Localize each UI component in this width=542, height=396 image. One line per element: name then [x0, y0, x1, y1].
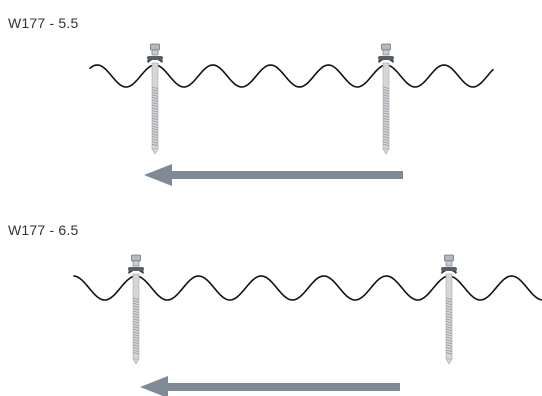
direction-arrow-left: [140, 376, 400, 396]
diagram-w177-5-5: W177 - 5.5: [8, 15, 79, 31]
fastener-screw: [128, 254, 144, 365]
fastener-screw: [441, 254, 457, 365]
diagram-w177-6-5: W177 - 6.5: [0, 198, 542, 396]
direction-arrow-left: [144, 164, 403, 186]
diagram-art-w177-6-5: [73, 254, 542, 396]
fastener-screw: [147, 43, 163, 155]
diagram-label: W177 - 6.5: [8, 222, 79, 238]
diagram-label: W177 - 5.5: [8, 15, 79, 31]
diagram-art-w177-5-5: [89, 43, 494, 186]
fastener-screw: [378, 43, 394, 155]
corrugated-sheet-profile: [89, 64, 494, 88]
corrugated-sheet-profile: [73, 275, 542, 301]
